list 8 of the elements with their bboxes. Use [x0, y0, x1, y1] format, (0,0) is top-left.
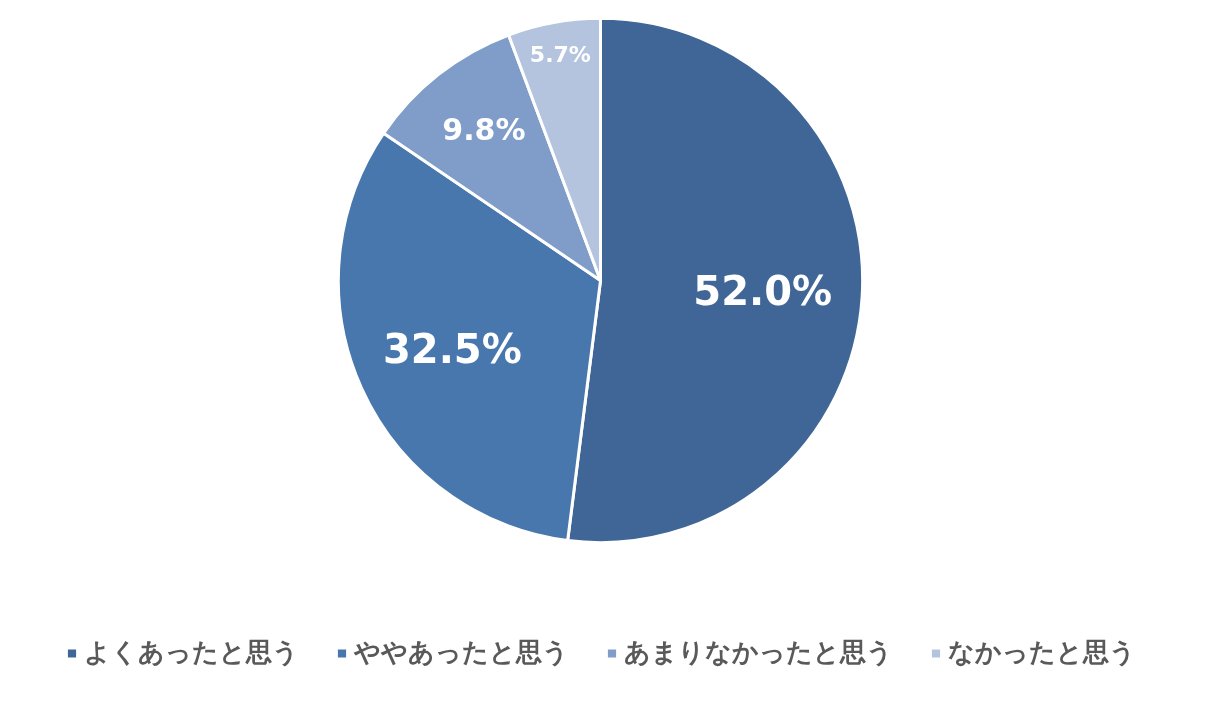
data-label: 9.8%	[442, 112, 526, 148]
legend-label: ややあったと思う	[353, 636, 569, 669]
legend-label: なかったと思う	[947, 636, 1136, 669]
data-label: 32.5%	[382, 325, 522, 372]
legend-label: よくあったと思う	[83, 636, 299, 669]
data-label: 52.0%	[693, 267, 833, 314]
legend-label: あまりなかったと思う	[623, 636, 893, 669]
data-label: 5.7%	[529, 42, 591, 68]
